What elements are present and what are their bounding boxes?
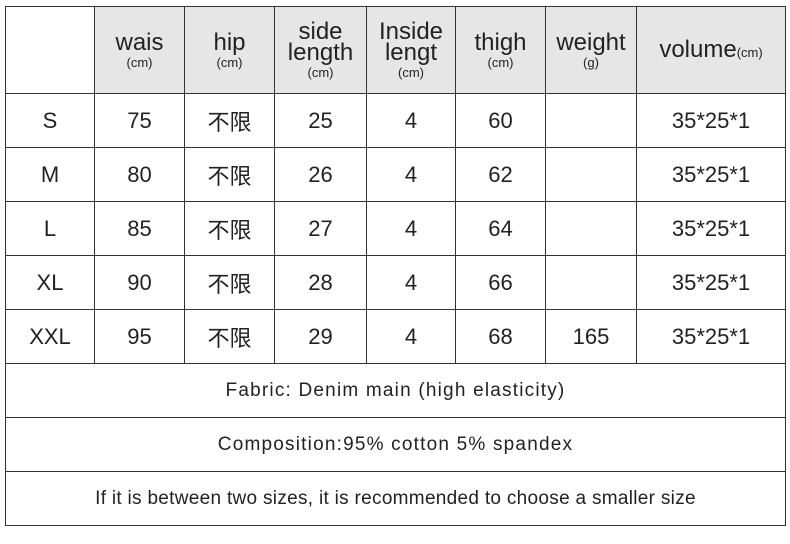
cell-thigh: 60 xyxy=(455,93,546,148)
fabric-row: Fabric: Denim main (high elasticity) xyxy=(5,363,786,418)
cell-waist: 95 xyxy=(94,309,185,364)
cell-size: M xyxy=(5,147,95,202)
table-row: M 80 不限 26 4 62 35*25*1 xyxy=(5,147,786,202)
cell-hip: 不限 xyxy=(184,201,275,256)
advice-row: If it is between two sizes, it is recomm… xyxy=(5,471,786,526)
header-side-length: side length (cm) xyxy=(274,6,367,94)
table-row: L 85 不限 27 4 64 35*25*1 xyxy=(5,201,786,256)
cell-waist: 85 xyxy=(94,201,185,256)
cell-volume: 35*25*1 xyxy=(636,309,786,364)
cell-side: 26 xyxy=(274,147,367,202)
composition-note: Composition:95% cotton 5% spandex xyxy=(5,417,786,472)
table-row: S 75 不限 25 4 60 35*25*1 xyxy=(5,93,786,148)
size-advice-note: If it is between two sizes, it is recomm… xyxy=(5,471,786,526)
cell-size: XL xyxy=(5,255,95,310)
cell-size: S xyxy=(5,93,95,148)
cell-side: 25 xyxy=(274,93,367,148)
table-row: XXL 95 不限 29 4 68 165 35*25*1 xyxy=(5,309,786,364)
fabric-note: Fabric: Denim main (high elasticity) xyxy=(5,363,786,418)
cell-thigh: 62 xyxy=(455,147,546,202)
composition-row: Composition:95% cotton 5% spandex xyxy=(5,417,786,472)
size-chart-table: wais (cm) hip (cm) side length (cm) Inside le… xyxy=(5,6,786,526)
cell-thigh: 66 xyxy=(455,255,546,310)
cell-weight: 165 xyxy=(545,309,637,364)
cell-weight xyxy=(545,255,637,310)
header-weight: weight (g) xyxy=(545,6,637,94)
cell-side: 27 xyxy=(274,201,367,256)
cell-inside: 4 xyxy=(366,255,456,310)
cell-inside: 4 xyxy=(366,309,456,364)
cell-inside: 4 xyxy=(366,201,456,256)
cell-thigh: 68 xyxy=(455,309,546,364)
cell-thigh: 64 xyxy=(455,201,546,256)
cell-hip: 不限 xyxy=(184,93,275,148)
header-inside-length: Inside lengt (cm) xyxy=(366,6,456,94)
cell-waist: 90 xyxy=(94,255,185,310)
header-volume: volume(cm) xyxy=(636,6,786,94)
cell-side: 29 xyxy=(274,309,367,364)
cell-hip: 不限 xyxy=(184,309,275,364)
cell-hip: 不限 xyxy=(184,255,275,310)
cell-waist: 80 xyxy=(94,147,185,202)
header-waist: wais (cm) xyxy=(94,6,185,94)
cell-weight xyxy=(545,147,637,202)
cell-inside: 4 xyxy=(366,147,456,202)
header-row: wais (cm) hip (cm) side length (cm) Inside le… xyxy=(5,6,786,94)
header-hip: hip (cm) xyxy=(184,6,275,94)
table-row: XL 90 不限 28 4 66 35*25*1 xyxy=(5,255,786,310)
cell-side: 28 xyxy=(274,255,367,310)
cell-volume: 35*25*1 xyxy=(636,201,786,256)
cell-size: L xyxy=(5,201,95,256)
cell-hip: 不限 xyxy=(184,147,275,202)
cell-volume: 35*25*1 xyxy=(636,93,786,148)
cell-volume: 35*25*1 xyxy=(636,255,786,310)
header-thigh: thigh (cm) xyxy=(455,6,546,94)
cell-waist: 75 xyxy=(94,93,185,148)
cell-size: XXL xyxy=(5,309,95,364)
cell-weight xyxy=(545,201,637,256)
cell-inside: 4 xyxy=(366,93,456,148)
cell-weight xyxy=(545,93,637,148)
cell-volume: 35*25*1 xyxy=(636,147,786,202)
header-blank-cell xyxy=(5,6,95,94)
